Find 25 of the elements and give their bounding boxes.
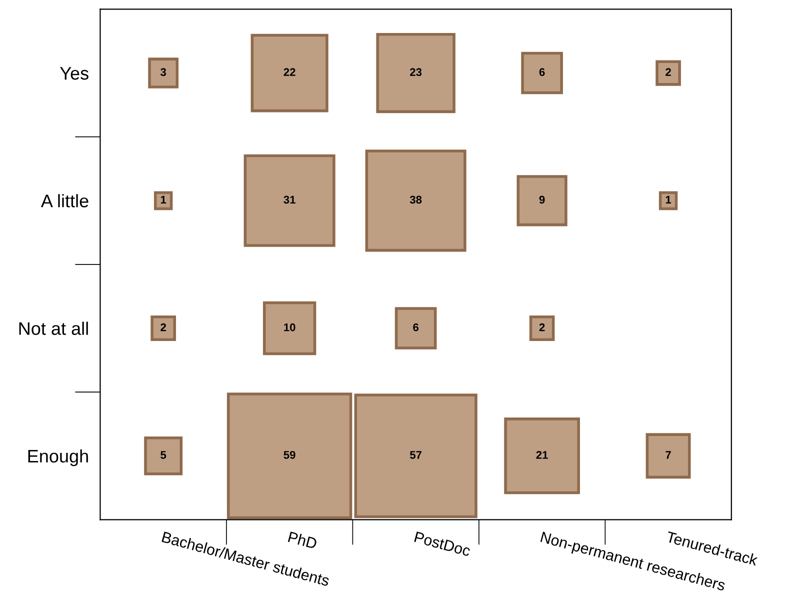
data-label: 3 — [160, 68, 166, 76]
data-label: 31 — [284, 196, 296, 204]
data-label: 1 — [666, 196, 672, 204]
data-label: 2 — [160, 323, 166, 332]
data-label: 6 — [539, 68, 545, 76]
y-tick-label: A little — [40, 194, 88, 208]
data-label: 6 — [413, 323, 418, 332]
data-label: 2 — [666, 68, 671, 76]
data-label: 2 — [539, 323, 545, 332]
data-label: 21 — [536, 450, 548, 459]
y-tick-label: Not at all — [19, 322, 88, 335]
data-label: 7 — [666, 451, 671, 459]
data-label: 22 — [284, 68, 296, 76]
data-label: 57 — [410, 451, 422, 459]
x-tick-label: PostDoc — [414, 532, 472, 556]
data-label: 23 — [410, 68, 422, 76]
y-tick-label: Yes — [60, 67, 88, 80]
data-label: 59 — [284, 450, 296, 459]
y-tick-label: Enough — [28, 449, 88, 466]
data-label: 9 — [539, 196, 545, 204]
data-label: 38 — [410, 196, 422, 204]
data-label: 10 — [284, 323, 296, 332]
x-tick-label: PhD — [288, 531, 318, 549]
data-label: 1 — [160, 196, 166, 204]
data-label: 5 — [160, 451, 166, 459]
